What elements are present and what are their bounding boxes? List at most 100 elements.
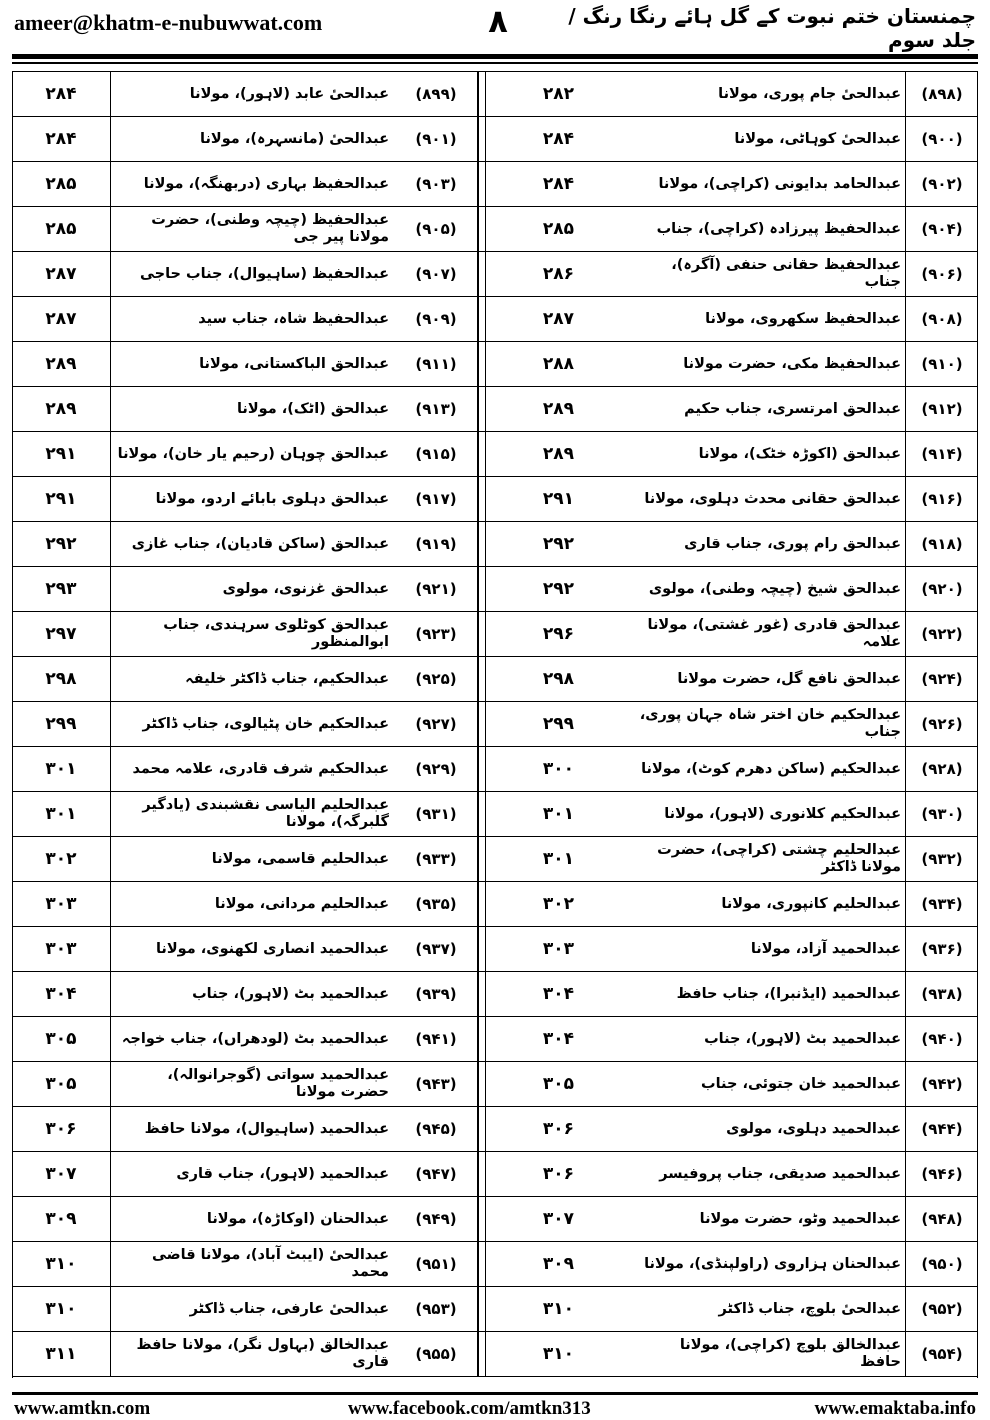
table-row: ۲۹۱ عبدالحق دہلوی بابائے اردو، مولانا (۹۱۷… [12,477,978,522]
table-row: ۲۸۹ عبدالحق الباکستانی، مولانا (۹۱۱) ۲۸۸ عبد… [12,342,978,387]
table-row: ۲۸۴ عبدالحیٔ (مانسہرہ)، مولانا (۹۰۱) ۲۸۴ عبد… [12,117,978,162]
right-entry-name: عبدالحمید وٹو، حضرت مولانا [631,1197,906,1241]
table-row: ۳۱۰ عبدالحیٔ (ایبٹ آباد)، مولانا قاضی محم… [12,1242,978,1287]
right-entry-name: عبدالحامد بدایونی (کراچی)، مولانا [631,162,906,206]
header-email: ameer@khatm-e-nubuwwat.com [14,10,323,35]
right-entry-number: (۹۵۴) [921,1345,963,1363]
table-row: ۲۸۷ عبدالحفیظ (ساہیوال)، جناب حاجی (۹۰۷) ۲۸… [12,252,978,297]
right-entry-name: عبدالحق (اکوڑہ خٹک)، مولانا [631,432,906,476]
right-entry-number: (۹۳۸) [921,985,963,1003]
table-row: ۲۹۳ عبدالحق غزنوی، مولوی (۹۲۱) ۲۹۲ عبدالحق ش… [12,567,978,612]
footer-link-emaktaba[interactable]: www.emaktaba.info [814,1398,976,1419]
right-entry-number: (۹۱۲) [921,400,963,418]
right-page-number: ۳۰۵ [542,1074,575,1094]
left-entry-number: (۹۱۹) [395,522,478,566]
table-row: ۲۹۲ عبدالحق (ساکن قادیان)، جناب غازی (۹۱۹)… [12,522,978,567]
right-page-number: ۳۰۶ [542,1164,575,1184]
right-page-number: ۳۱۰ [542,1299,575,1319]
column-divider [478,1152,486,1196]
table-row: ۲۸۹ عبدالحق (اٹک)، مولانا (۹۱۳) ۲۸۹ عبدالحق … [12,387,978,432]
column-divider [478,207,486,251]
right-entry-number: (۹۴۲) [921,1075,963,1093]
left-entry-number: (۹۳۹) [395,972,478,1016]
right-entry-number: (۹۲۴) [921,670,963,688]
table-row: ۳۰۵ عبدالحمید سواتی (گوجرانوالہ)، حضرت مو… [12,1062,978,1107]
right-page-number: ۳۰۴ [542,1029,575,1049]
right-entry-name: عبدالحفیظ مکی، حضرت مولانا [631,342,906,386]
left-entry-number: (۹۴۹) [395,1197,478,1241]
left-entry-name: عبدالحمید (لاہور)، جناب قاری [110,1152,395,1196]
footer-link-amtkn[interactable]: www.amtkn.com [14,1398,151,1419]
right-entry-name: عبدالحمید آزاد، مولانا [631,927,906,971]
left-entry-number: (۹۲۹) [395,747,478,791]
index-table: ۲۸۴ عبدالحیٔ عابد (لاہور)، مولانا (۸۹۹) ۲۸۲… [12,71,978,1377]
left-page-number: ۳۰۳ [45,894,77,914]
right-entry-number: (۹۴۰) [921,1030,963,1048]
left-entry-name: عبدالحق دہلوی بابائے اردو، مولانا [110,477,395,521]
right-entry-name: عبدالحفیظ پیرزادہ (کراچی)، جناب [631,207,906,251]
right-entry-number: (۹۱۴) [921,445,963,463]
left-entry-name: عبدالحکیم، جناب ڈاکٹر خلیفہ [110,657,395,701]
right-entry-number: (۹۰۸) [921,310,963,328]
left-entry-number: (۹۰۳) [395,162,478,206]
left-entry-name: عبدالحنان (اوکاڑہ)، مولانا [110,1197,395,1241]
column-divider [478,117,486,161]
left-page-number: ۲۹۹ [45,714,77,734]
right-entry-number: (۹۵۰) [921,1255,963,1273]
right-entry-name: عبدالحق قادری (غور غشتی)، مولانا علامہ [631,612,906,656]
left-entry-number: (۹۲۵) [395,657,478,701]
left-entry-number: (۹۱۷) [395,477,478,521]
left-page-number: ۳۰۱ [45,759,77,779]
left-page-number: ۲۸۵ [45,219,77,239]
right-entry-name: عبدالحق حقانی محدث دہلوی، مولانا [631,477,906,521]
table-row: ۳۰۹ عبدالحنان (اوکاڑہ)، مولانا (۹۴۹) ۳۰۷ عبد… [12,1197,978,1242]
footer-rule [12,1392,978,1395]
right-entry-name: عبدالحلیم چشتی (کراچی)، حضرت مولانا ڈاکٹ… [631,837,906,881]
column-divider [478,342,486,386]
left-page-number: ۳۰۵ [45,1029,77,1049]
right-entry-name: عبدالحمید دہلوی، مولوی [631,1107,906,1151]
right-entry-name: عبدالحکیم کلانوری (لاہور)، مولانا [631,792,906,836]
left-page-number: ۲۸۵ [45,174,77,194]
column-divider [478,1287,486,1331]
column-divider [478,432,486,476]
table-row: ۲۹۷ عبدالحق کوٹلوی سرہندی، جناب ابوالمنظو… [12,612,978,657]
left-entry-name: عبدالحق غزنوی، مولوی [110,567,395,611]
left-entry-number: (۹۴۵) [395,1107,478,1151]
left-entry-number: (۹۰۵) [395,207,478,251]
right-page-number: ۳۰۱ [542,804,575,824]
right-page-number: ۲۹۹ [542,714,575,734]
right-page-number: ۳۰۲ [542,894,575,914]
right-page-number: ۳۰۷ [542,1209,575,1229]
column-divider [478,252,486,296]
left-entry-number: (۹۰۷) [395,252,478,296]
right-page-number: ۲۹۱ [542,489,575,509]
right-entry-number: (۹۳۰) [921,805,963,823]
right-entry-number: (۹۱۸) [921,535,963,553]
left-entry-name: عبدالحیٔ (ایبٹ آباد)، مولانا قاضی محمد [110,1242,395,1286]
table-row: ۳۰۳ عبدالحلیم مردانی، مولانا (۹۳۵) ۳۰۲ عبدال… [12,882,978,927]
left-entry-name: عبدالحق (اٹک)، مولانا [110,387,395,431]
right-page-number: ۳۰۱ [542,849,575,869]
left-entry-number: (۹۳۳) [395,837,478,881]
footer-link-facebook[interactable]: www.facebook.com/amtkn313 [348,1398,591,1419]
table-row: ۲۸۷ عبدالحفیظ شاہ، جناب سید (۹۰۹) ۲۸۷ عبدالح… [12,297,978,342]
column-divider [478,747,486,791]
column-divider [478,702,486,746]
page-number: ۸ [488,2,508,40]
right-entry-number: (۹۳۶) [921,940,963,958]
header-rule-thin [12,62,978,64]
left-entry-name: عبدالحمید سواتی (گوجرانوالہ)، حضرت مولان… [110,1062,395,1106]
right-page-number: ۳۰۴ [542,984,575,1004]
right-entry-number: (۹۳۴) [921,895,963,913]
table-row: ۳۰۶ عبدالحمید (ساہیوال)، مولانا حافظ (۹۴۵)… [12,1107,978,1152]
column-divider [478,297,486,341]
right-page-number: ۳۰۹ [542,1254,575,1274]
left-entry-name: عبدالحمید انصاری لکھنوی، مولانا [110,927,395,971]
right-page-number: ۲۸۷ [542,309,575,329]
table-row: ۳۰۲ عبدالحلیم قاسمی، مولانا (۹۳۳) ۳۰۱ عبدالح… [12,837,978,882]
left-entry-number: (۹۲۷) [395,702,478,746]
left-entry-number: (۹۱۱) [395,342,478,386]
table-row: ۲۸۵ عبدالحفیظ (چیچہ وطنی)، حضرت مولانا پی… [12,207,978,252]
column-divider [478,72,486,116]
